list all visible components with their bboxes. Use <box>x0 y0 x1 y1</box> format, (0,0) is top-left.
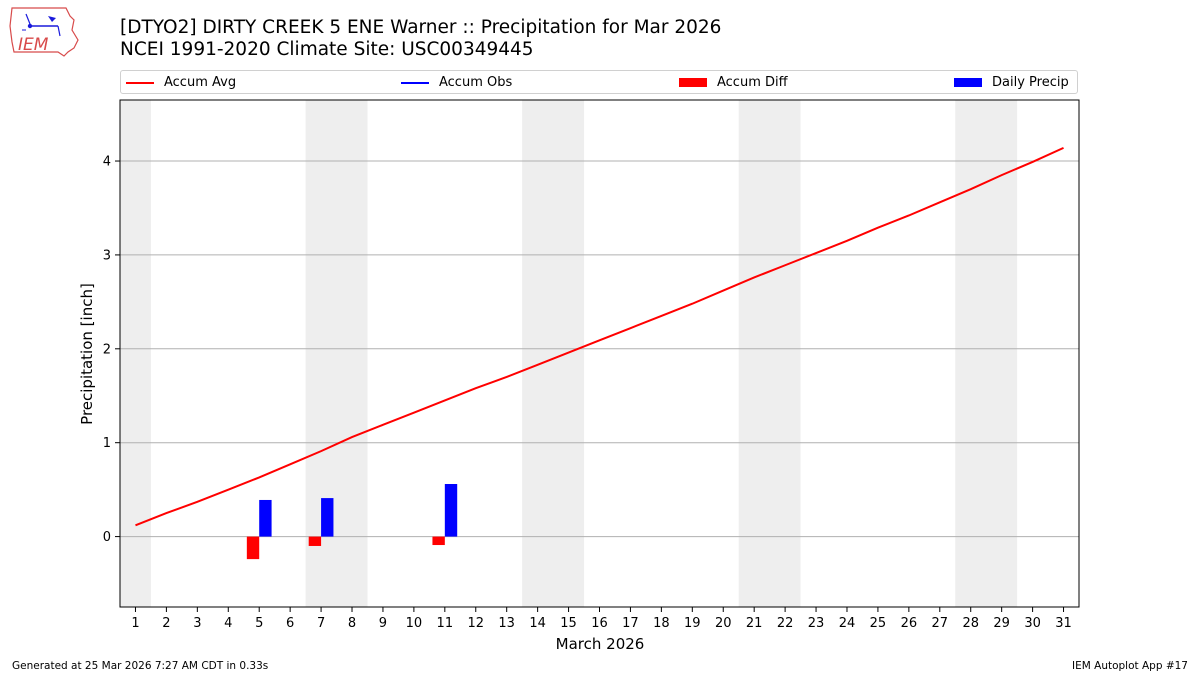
x-tick-label: 15 <box>560 616 577 631</box>
x-tick-label: 1 <box>131 616 139 631</box>
line-series <box>135 146 1064 527</box>
y-tick-label: 4 <box>103 155 111 170</box>
x-tick-label: 26 <box>901 616 918 631</box>
footer-app-id: IEM Autoplot App #17 <box>1072 660 1188 672</box>
weekend-shade <box>955 100 1018 607</box>
legend-swatch-accum-avg <box>126 81 154 84</box>
x-tick-label: 8 <box>348 616 356 631</box>
legend-swatch-accum-obs <box>401 81 429 84</box>
chart-subtitle: NCEI 1991-2020 Climate Site: USC00349445 <box>120 39 534 60</box>
legend-item-accum-obs: Accum Obs <box>401 74 512 91</box>
x-tick-label: 20 <box>715 616 732 631</box>
y-tick-label: 2 <box>103 342 111 357</box>
x-axis-label: March 2026 <box>556 635 645 653</box>
x-tick-label: 21 <box>746 616 763 631</box>
accum-avg-line <box>135 146 1064 527</box>
legend-label-accum-diff: Accum Diff <box>717 75 788 90</box>
x-tick-label: 13 <box>498 616 515 631</box>
bar-series <box>246 484 458 560</box>
y-tick-label: 1 <box>103 436 111 451</box>
accum-diff-bar <box>246 536 260 560</box>
x-tick-label: 31 <box>1055 616 1072 631</box>
daily-precip-bar <box>444 484 458 537</box>
x-tick-label: 24 <box>839 616 856 631</box>
weekend-shade <box>120 100 151 607</box>
x-tick-label: 11 <box>437 616 454 631</box>
daily-precip-bar <box>321 498 334 537</box>
y-axis-label: Precipitation [inch] <box>78 283 96 425</box>
grid-lines <box>120 160 1079 538</box>
legend-swatch-accum-diff <box>679 78 707 87</box>
x-tick-label: 6 <box>286 616 294 631</box>
daily-precip-bar <box>259 499 272 537</box>
x-tick-label: 19 <box>684 616 701 631</box>
legend-label-accum-obs: Accum Obs <box>439 75 513 90</box>
x-tick-label: 17 <box>622 616 639 631</box>
legend-item-accum-avg: Accum Avg <box>126 74 236 91</box>
iem-logo: IEM <box>8 6 80 58</box>
x-tick-label: 30 <box>1024 616 1041 631</box>
legend-label-daily-precip: Daily Precip <box>992 75 1069 90</box>
weekend-shade <box>738 100 801 607</box>
x-tick-label: 29 <box>993 616 1010 631</box>
x-tick-label: 2 <box>162 616 170 631</box>
x-tick-label: 5 <box>255 616 263 631</box>
legend-item-accum-diff: Accum Diff <box>679 74 788 91</box>
weekend-shading <box>120 100 1018 607</box>
x-tick-label: 28 <box>962 616 979 631</box>
chart-title: [DTYO2] DIRTY CREEK 5 ENE Warner :: Prec… <box>120 17 722 38</box>
x-tick-label: 22 <box>777 616 794 631</box>
x-tick-label: 12 <box>467 616 484 631</box>
x-tick-label: 9 <box>379 616 387 631</box>
legend: Accum Avg Accum Obs Accum Diff Daily Pre… <box>120 70 1078 94</box>
x-tick-label: 23 <box>808 616 825 631</box>
y-tick-label: 3 <box>103 248 111 263</box>
x-tick-label: 3 <box>193 616 201 631</box>
accum-diff-bar <box>432 536 445 546</box>
logo-text: IEM <box>18 35 49 55</box>
footer-generated: Generated at 25 Mar 2026 7:27 AM CDT in … <box>12 660 269 672</box>
accum-diff-bar <box>308 536 322 546</box>
x-tick-label: 4 <box>224 616 232 631</box>
x-tick-label: 10 <box>406 616 423 631</box>
weekend-shade <box>305 100 368 607</box>
x-tick-label: 18 <box>653 616 670 631</box>
x-tick-label: 27 <box>932 616 949 631</box>
x-tick-label: 7 <box>317 616 325 631</box>
y-tick-label: 0 <box>103 530 111 545</box>
legend-swatch-daily-precip <box>954 78 982 87</box>
weekend-shade <box>522 100 585 607</box>
x-tick-label: 14 <box>529 616 546 631</box>
legend-label-accum-avg: Accum Avg <box>164 75 237 90</box>
x-tick-label: 16 <box>591 616 608 631</box>
x-tick-label: 25 <box>870 616 887 631</box>
legend-item-daily-precip: Daily Precip <box>954 74 1069 91</box>
